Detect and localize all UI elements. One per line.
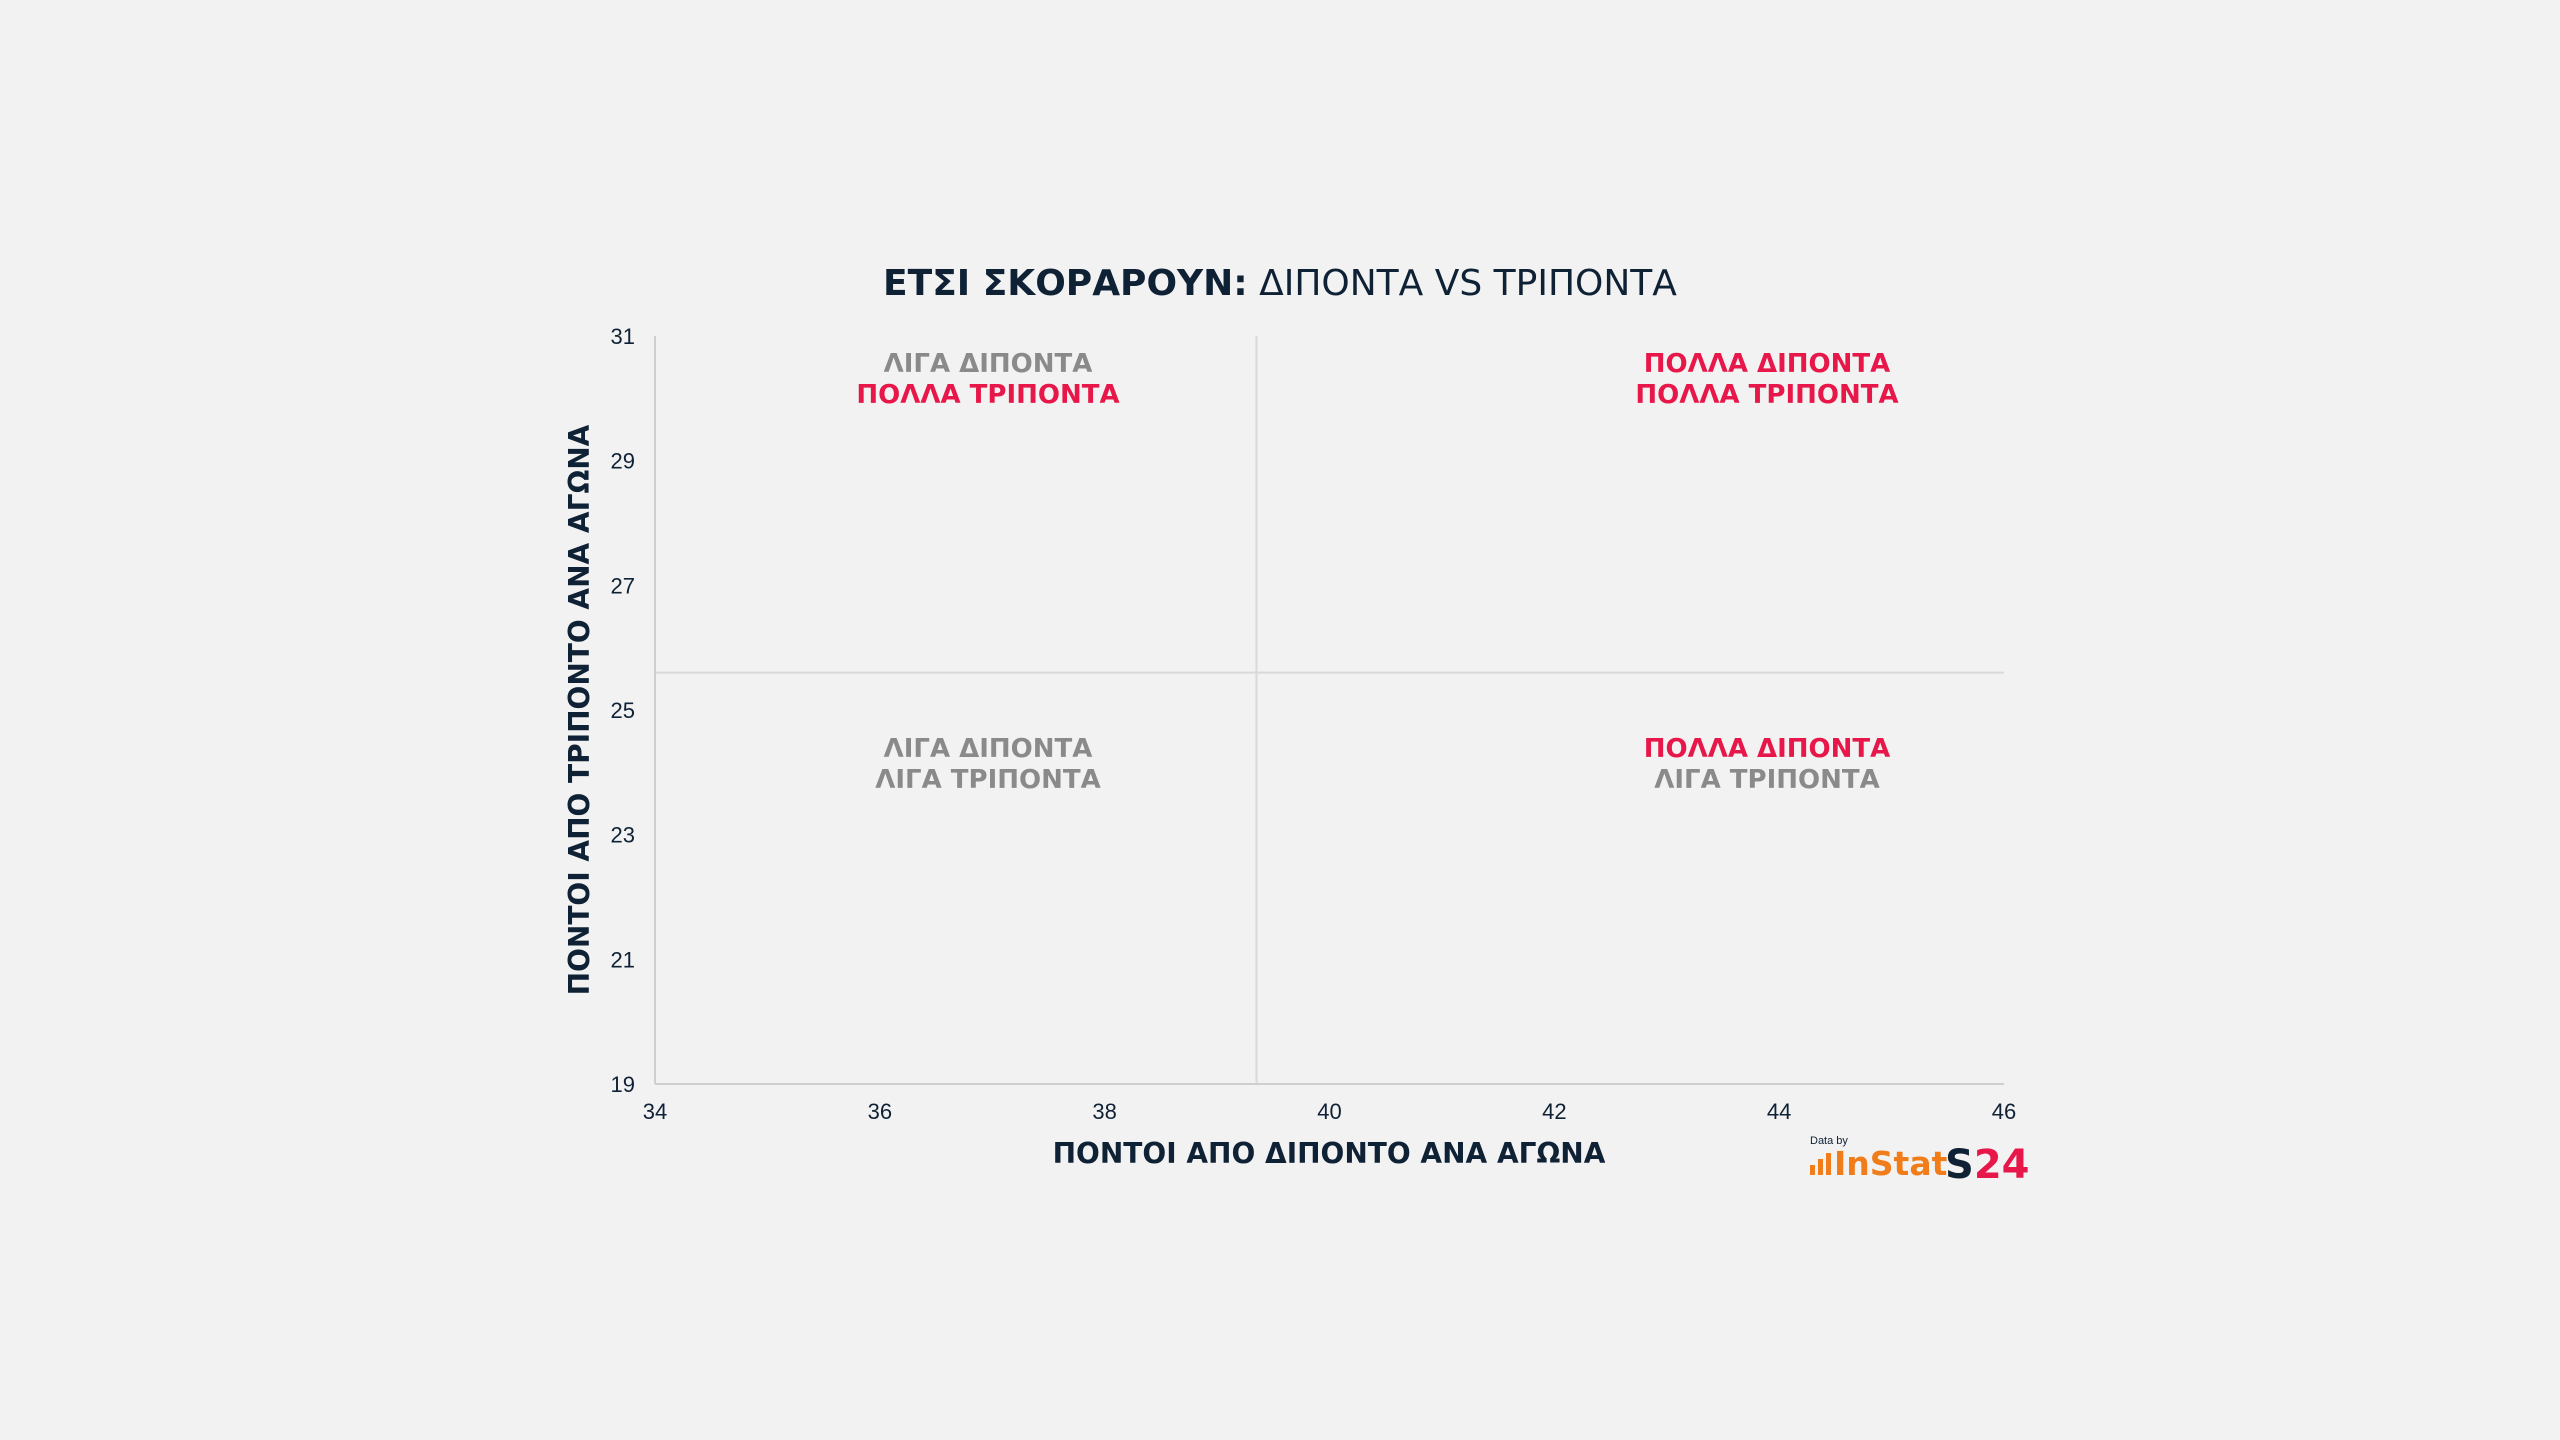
y-tick-label: 29 [611, 449, 635, 474]
x-tick-label: 46 [1992, 1099, 2016, 1124]
quadrant-label-top-right: ΠΟΛΛΑ ΤΡΙΠΟΝΤΑ [1635, 380, 1898, 410]
y-tick-label: 23 [611, 823, 635, 848]
chart-title: ΕΤΣΙ ΣΚΟΡΑΡΟΥΝ: ΔΙΠΟΝΤΑ VS ΤΡΙΠΟΝΤΑ [883, 263, 1677, 304]
quadrant-label-bottom-left: ΛΙΓΑ ΔΙΠΟΝΤΑ [884, 734, 1093, 764]
chart-title-regular: ΔΙΠΟΝΤΑ VS ΤΡΙΠΟΝΤΑ [1259, 263, 1677, 304]
quadrant-label-bottom-right: ΛΙΓΑ ΤΡΙΠΟΝΤΑ [1654, 765, 1879, 795]
y-axis-label: ΠΟΝΤΟΙ ΑΠΟ ΤΡΙΠΟΝΤΟ ΑΝΑ ΑΓΩΝΑ [563, 424, 596, 995]
quadrant-label-bottom-right: ΠΟΛΛΑ ΔΙΠΟΝΤΑ [1644, 734, 1891, 764]
instat-logo: InStat [1834, 1144, 1948, 1183]
instat-bars-icon [1810, 1153, 1831, 1175]
quadrant-label-top-right: ΠΟΛΛΑ ΔΙΠΟΝΤΑ [1644, 349, 1891, 379]
x-tick-label: 42 [1542, 1099, 1566, 1124]
data-by-text: Data by [1810, 1135, 1848, 1147]
x-tick-labels: 34 36 38 40 42 44 46 [643, 1099, 2016, 1124]
quadrant-label-bottom-left: ΛΙΓΑ ΤΡΙΠΟΝΤΑ [875, 765, 1100, 795]
x-tick-label: 40 [1317, 1099, 1341, 1124]
credits: Data by InStat S24 [1810, 1135, 2029, 1188]
y-tick-label: 19 [611, 1072, 635, 1097]
y-tick-label: 31 [611, 324, 635, 349]
x-tick-label: 38 [1092, 1099, 1116, 1124]
y-tick-label: 21 [611, 947, 635, 972]
y-tick-label: 27 [611, 573, 635, 598]
y-tick-label: 25 [611, 698, 635, 723]
chart-title-bold: ΕΤΣΙ ΣΚΟΡΑΡΟΥΝ: [883, 263, 1248, 304]
quadrant-label-top-left: ΠΟΛΛΑ ΤΡΙΠΟΝΤΑ [856, 380, 1119, 410]
x-tick-label: 44 [1767, 1099, 1791, 1124]
s24-logo: S24 [1945, 1142, 2029, 1188]
y-tick-labels: 19 21 23 25 27 29 31 [611, 324, 635, 1097]
x-tick-label: 36 [868, 1099, 892, 1124]
quadrant-label-top-left: ΛΙΓΑ ΔΙΠΟΝΤΑ [884, 349, 1093, 379]
x-axis-label: ΠΟΝΤΟΙ ΑΠΟ ΔΙΠΟΝΤΟ ΑΝΑ ΑΓΩΝΑ [1053, 1137, 1606, 1170]
x-tick-label: 34 [643, 1099, 667, 1124]
